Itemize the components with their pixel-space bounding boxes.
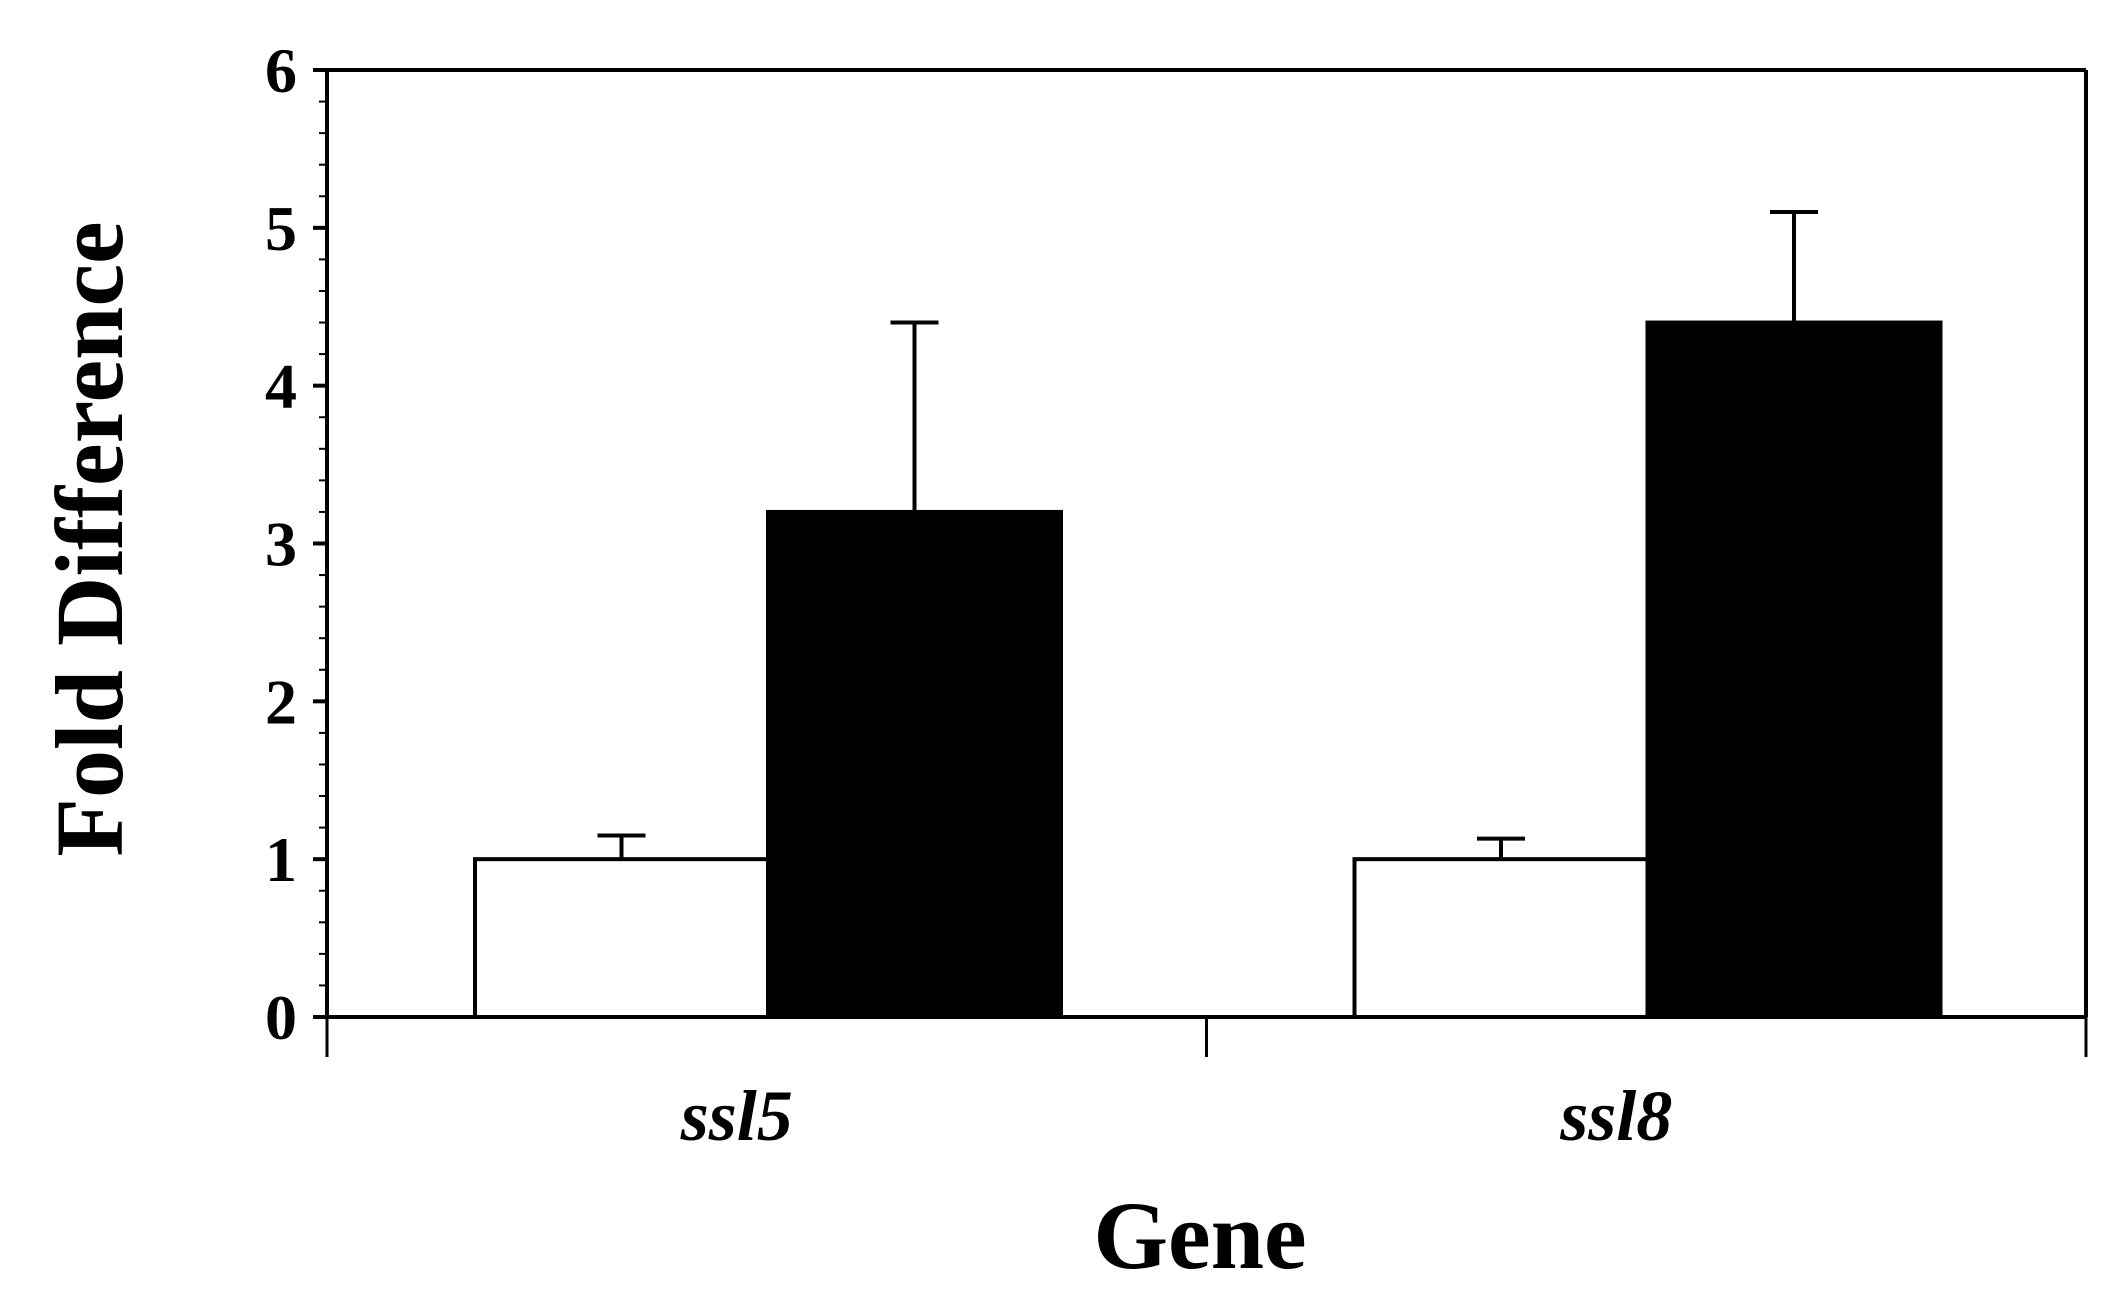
y-axis-title: Fold Difference (36, 221, 143, 856)
x-axis-title: Gene (1093, 1182, 1306, 1289)
axes (313, 68, 2088, 1057)
y-tick-label: 5 (265, 193, 297, 264)
labels: 0 1 2 3 4 5 6 ssl5 ssl8 (265, 35, 1672, 1156)
bar-ssl5-series-2 (766, 509, 1063, 1019)
x-category-label-ssl8: ssl8 (1559, 1076, 1672, 1156)
bar-ssl5-series-1 (473, 857, 770, 1020)
y-tick-label: 6 (265, 35, 297, 106)
y-tick-label: 2 (265, 666, 297, 737)
x-category-label-ssl5: ssl5 (680, 1076, 793, 1156)
y-tick-label: 0 (265, 982, 297, 1053)
y-tick-label: 3 (265, 509, 297, 580)
plot-area (327, 68, 2088, 1017)
y-tick-label: 1 (265, 824, 297, 895)
y-tick-label: 4 (265, 351, 297, 422)
bars (473, 210, 1943, 1020)
bar-ssl8-series-1 (1352, 857, 1650, 1020)
bar-ssl8-series-2 (1645, 320, 1943, 1019)
